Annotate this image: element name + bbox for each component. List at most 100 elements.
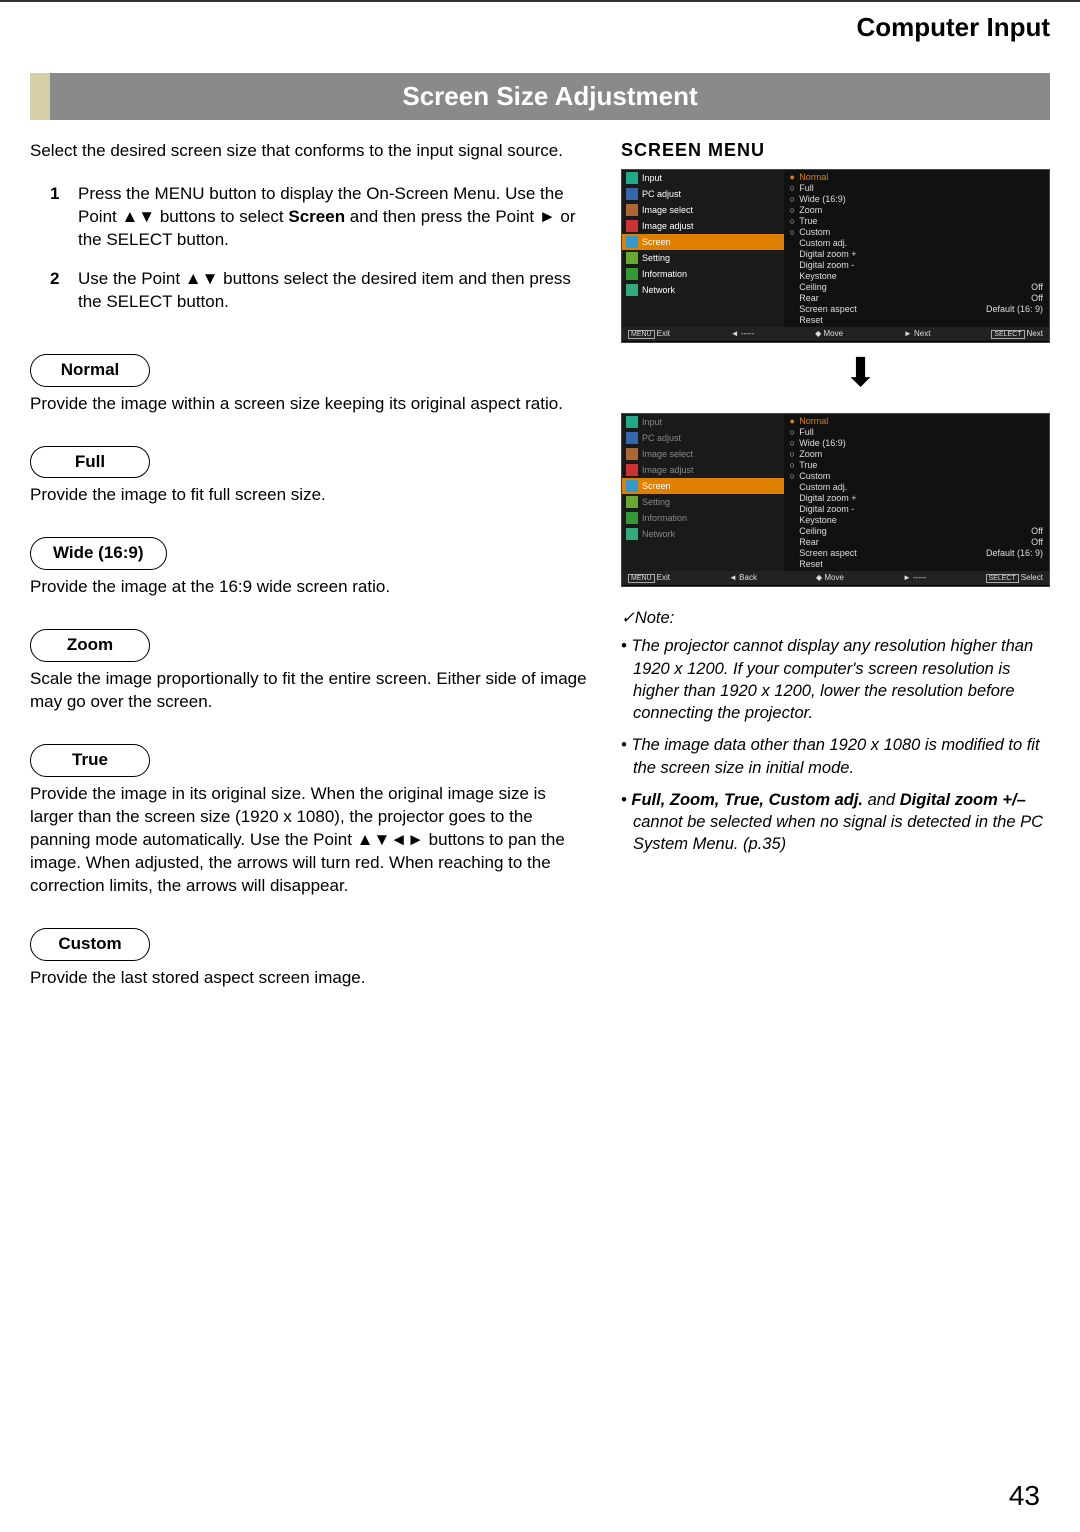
menu-item-label: Image select	[642, 205, 693, 215]
menu-option-label: Normal	[799, 172, 828, 182]
page: Computer Input Screen Size Adjustment Se…	[0, 0, 1080, 1532]
menu-option-label: Reset	[799, 315, 823, 325]
menu-option-label: Normal	[799, 416, 828, 426]
menu-option[interactable]: ○Zoom	[788, 448, 1043, 459]
menu-option[interactable]: Custom adj.	[788, 237, 1043, 248]
menu-option[interactable]: Rear Off	[788, 536, 1043, 547]
menu-option[interactable]: Reset	[788, 314, 1043, 325]
menu-item[interactable]: Image adjust	[622, 218, 784, 234]
step-text: Use the Point ▲▼ buttons select the desi…	[78, 268, 591, 314]
menu-option[interactable]: Keystone	[788, 270, 1043, 281]
icon-info	[626, 268, 638, 280]
menu-right-pane: ●Normal○Full○Wide (16:9)○Zoom○True○Custo…	[784, 170, 1049, 327]
menu-option[interactable]: Custom adj.	[788, 481, 1043, 492]
mode-label: Full	[30, 446, 150, 479]
menu-footer-2: MENUExit ◄ Back ◆ Move ► ----- SELECTSel…	[622, 571, 1049, 585]
menu-option[interactable]: ○Full	[788, 182, 1043, 193]
menu-item-label: Screen	[642, 481, 671, 491]
note-block: ✓Note: The projector cannot display any …	[621, 607, 1050, 856]
left-column: Select the desired screen size that conf…	[30, 140, 591, 996]
icon-pc	[626, 188, 638, 200]
menu-option[interactable]: CeilingOff	[788, 525, 1043, 536]
menu-item[interactable]: Information	[622, 510, 784, 526]
menu-item[interactable]: Image adjust	[622, 462, 784, 478]
menu-item[interactable]: Network	[622, 526, 784, 542]
right-column: SCREEN MENU InputPC adjustImage selectIm…	[621, 140, 1050, 996]
menu-option-label: Rear	[799, 293, 819, 303]
menu-item[interactable]: Setting	[622, 250, 784, 266]
menu-item[interactable]: PC adjust	[622, 430, 784, 446]
menu-option-value: Off	[1031, 537, 1043, 547]
menu-item[interactable]: Network	[622, 282, 784, 298]
menu-option[interactable]: ○Custom	[788, 226, 1043, 237]
note-list: The projector cannot display any resolut…	[621, 635, 1050, 855]
menu-option[interactable]: ●Normal	[788, 415, 1043, 426]
mode-label: True	[30, 744, 150, 777]
menu-option[interactable]: CeilingOff	[788, 281, 1043, 292]
menu-item-label: Image adjust	[642, 221, 694, 231]
menu-option[interactable]: ○True	[788, 215, 1043, 226]
menu-option-label: Rear	[799, 537, 819, 547]
menu-option[interactable]: ○Wide (16:9)	[788, 193, 1043, 204]
menu-option[interactable]: Keystone	[788, 514, 1043, 525]
menu-option-label: Screen aspect	[799, 304, 857, 314]
menu-right-pane-2: ●Normal○Full○Wide (16:9)○Zoom○True○Custo…	[784, 414, 1049, 571]
menu-item[interactable]: Input	[622, 170, 784, 186]
step-number: 2	[50, 268, 78, 314]
menu-option[interactable]: ○Custom	[788, 470, 1043, 481]
menu-option[interactable]: Digital zoom -	[788, 503, 1043, 514]
note-item: Full, Zoom, True, Custom adj. and Digita…	[633, 789, 1050, 856]
menu-option[interactable]: Reset	[788, 558, 1043, 569]
menu-option[interactable]: Screen aspectDefault (16: 9)	[788, 547, 1043, 558]
menu-item[interactable]: Screen◄	[622, 478, 784, 494]
menu-option[interactable]: Screen aspectDefault (16: 9)	[788, 303, 1043, 314]
menu-screenshot-1: Input PC adjust Image select Image adjust Sc…	[621, 169, 1050, 343]
menu-item-label: PC adjust	[642, 433, 681, 443]
menu-item[interactable]: Input	[622, 414, 784, 430]
mode-label: Normal	[30, 354, 150, 387]
menu-item-label: Network	[642, 529, 675, 539]
menu-option[interactable]: ○Zoom	[788, 204, 1043, 215]
menu-option[interactable]: Digital zoom +	[788, 248, 1043, 259]
menu-option[interactable]: ●Normal	[788, 171, 1043, 182]
icon-imgadj	[626, 220, 638, 232]
menu-option[interactable]: ○True	[788, 459, 1043, 470]
step-number: 1	[50, 183, 78, 252]
menu-footer: MENUExit ◄ ----- ◆ Move ► Next SELECTNex…	[622, 327, 1049, 341]
menu-item-label: Setting	[642, 497, 670, 507]
menu-option[interactable]: Digital zoom -	[788, 259, 1043, 270]
menu-option-label: Digital zoom +	[799, 493, 856, 503]
menu-btn-icon: MENU	[628, 574, 655, 583]
menu-option[interactable]: Digital zoom +	[788, 492, 1043, 503]
note-heading: ✓Note:	[621, 607, 1050, 629]
step-text: Press the MENU button to display the On-…	[78, 183, 591, 252]
menu-item[interactable]: Setting	[622, 494, 784, 510]
menu-item[interactable]: Screen►	[622, 234, 784, 250]
menu-option-label: Custom adj.	[799, 238, 847, 248]
title-bar: Screen Size Adjustment	[30, 73, 1050, 120]
menu-item-label: Image adjust	[642, 465, 694, 475]
mode-desc: Provide the last stored aspect screen im…	[30, 967, 591, 990]
menu-item-label: Screen	[642, 237, 671, 247]
menu-option-value: Off	[1031, 293, 1043, 303]
menu-option[interactable]: ○Wide (16:9)	[788, 437, 1043, 448]
menu-option-label: Full	[799, 183, 814, 193]
mode-desc: Provide the image within a screen size k…	[30, 393, 591, 416]
icon-setting	[626, 252, 638, 264]
menu-option-label: Wide (16:9)	[799, 438, 846, 448]
menu-option[interactable]: Rear Off	[788, 292, 1043, 303]
menu-item[interactable]: Information	[622, 266, 784, 282]
menu-item[interactable]: PC adjust	[622, 186, 784, 202]
menu-left-pane-dim: Input PC adjust Image select Image adjust Sc…	[622, 414, 784, 571]
icon-network	[626, 284, 638, 296]
menu-option[interactable]: ○Full	[788, 426, 1043, 437]
content: Select the desired screen size that conf…	[30, 140, 1050, 996]
menu-option-label: Ceiling	[799, 526, 827, 536]
menu-option-label: Ceiling	[799, 282, 827, 292]
menu-item[interactable]: Image select	[622, 202, 784, 218]
menu-item-label: Input	[642, 173, 662, 183]
menu-btn-icon: MENU	[628, 330, 655, 339]
down-arrow-icon: ⬇	[671, 353, 1050, 393]
menu-item[interactable]: Image select	[622, 446, 784, 462]
page-number: 43	[1009, 1480, 1040, 1512]
